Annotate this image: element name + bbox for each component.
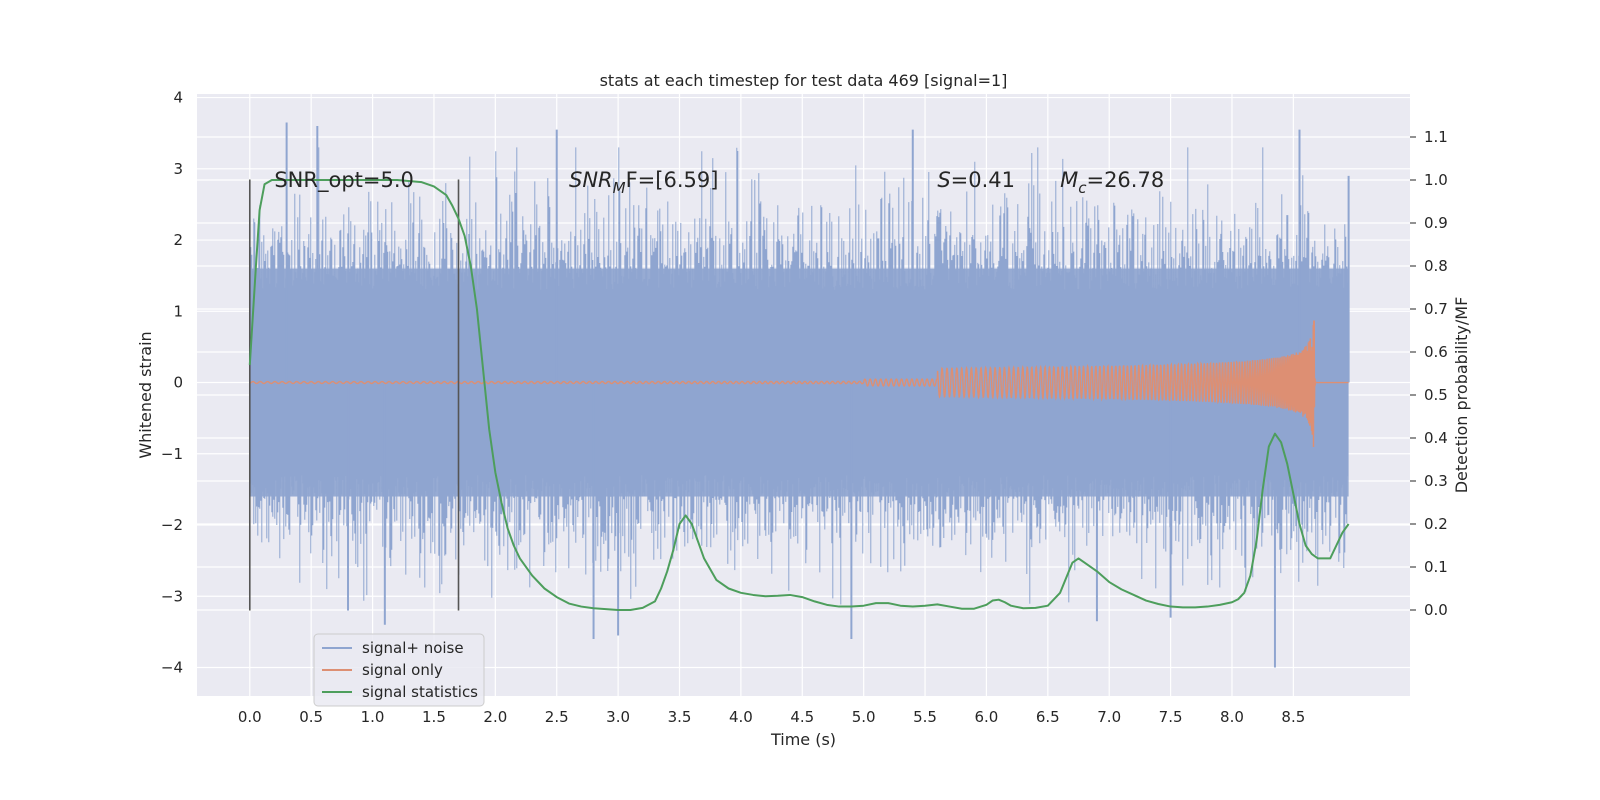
x-tick-label: 7.0: [1097, 708, 1121, 726]
y-right-tick-label: 1.1: [1424, 128, 1448, 146]
series-signal-statistics: [248, 179, 1350, 611]
y-right-tick-label: 0.8: [1424, 257, 1448, 275]
legend: signal+ noise signal only signal statistic…: [313, 633, 485, 707]
x-tick-label: 6.0: [975, 708, 999, 726]
y-left-tick-label: 3: [173, 160, 183, 178]
y-left-tick-label: −2: [161, 516, 183, 534]
annotation-s-value: S=0.41: [937, 168, 1015, 192]
x-tick-label: 5.0: [852, 708, 876, 726]
x-tick-label: 3.5: [668, 708, 692, 726]
signal-statistics-line: [248, 179, 1350, 611]
y-left-tick-label: −1: [161, 445, 183, 463]
x-tick-label: 8.5: [1281, 708, 1305, 726]
x-tick-label: 5.5: [913, 708, 937, 726]
x-tick-label: 0.0: [238, 708, 262, 726]
x-tick-label: 4.0: [729, 708, 753, 726]
y-right-tick-label: 0.0: [1424, 601, 1448, 619]
y-left-tick-label: −3: [161, 587, 183, 605]
y-right-tick-label: 0.3: [1424, 472, 1448, 490]
series-signal-only: [249, 320, 1349, 448]
vertical-markers: [248, 179, 460, 611]
annotation-snr-mf: SNRMF=[6.59]: [569, 168, 718, 197]
x-tick-label: 4.5: [790, 708, 814, 726]
y-left-tick-label: 2: [173, 231, 183, 249]
x-tick-label: 8.0: [1220, 708, 1244, 726]
y-right-tick-label: 0.6: [1424, 343, 1448, 361]
x-tick-label: 2.5: [545, 708, 569, 726]
y-right-tick-label: 1.0: [1424, 171, 1448, 189]
x-tick-label: 2.0: [483, 708, 507, 726]
y-right-tick-label: 0.2: [1424, 515, 1448, 533]
y-axis-left-ticks: 4 3 2 1 0 −1 −2 −3 −4: [161, 89, 183, 677]
signal-only-line: [249, 320, 1349, 448]
y-left-tick-label: 0: [173, 374, 183, 392]
x-tick-label: 0.5: [299, 708, 323, 726]
legend-label: signal+ noise: [362, 639, 464, 657]
y-right-tick-label: 0.9: [1424, 214, 1448, 232]
annotation-mc-value: Mc=26.78: [1060, 168, 1164, 197]
y-right-tick-label: 0.5: [1424, 386, 1448, 404]
y-right-tick-label: 0.7: [1424, 300, 1448, 318]
x-tick-label: 1.5: [422, 708, 446, 726]
annotations: SNR_opt=5.0 SNRMF=[6.59] S=0.41 Mc=26.78: [274, 168, 1164, 197]
legend-label: signal statistics: [362, 683, 478, 701]
y-axis-left-label: Whitened strain: [136, 331, 155, 458]
x-axis-label: Time (s): [770, 730, 836, 749]
y-axis-right-ticks: 1.1 1.0 0.9 0.8 0.7 0.6 0.5 0.4 0.3 0.2 0.1 0.0: [1410, 128, 1448, 619]
y-right-tick-label: 0.1: [1424, 558, 1448, 576]
y-left-tick-label: 1: [173, 302, 183, 320]
x-tick-label: 7.5: [1159, 708, 1183, 726]
x-tick-label: 6.5: [1036, 708, 1060, 726]
y-axis-right-label: Detection probability/MF: [1452, 297, 1471, 494]
x-axis-ticks: 0.0 0.5 1.0 1.5 2.0 2.5 3.0 3.5 4.0 4.5 5.0 5.5 6.0 6…: [238, 708, 1305, 726]
legend-label: signal only: [362, 661, 443, 679]
legend-box: [313, 633, 485, 707]
x-tick-label: 3.0: [606, 708, 630, 726]
chart-title: stats at each timestep for test data 469…: [600, 71, 1008, 90]
y-left-tick-label: −4: [161, 659, 183, 677]
y-right-tick-label: 0.4: [1424, 429, 1448, 447]
annotation-snr-opt: SNR_opt=5.0: [274, 168, 414, 193]
y-left-tick-label: 4: [173, 89, 183, 107]
x-tick-label: 1.0: [361, 708, 385, 726]
